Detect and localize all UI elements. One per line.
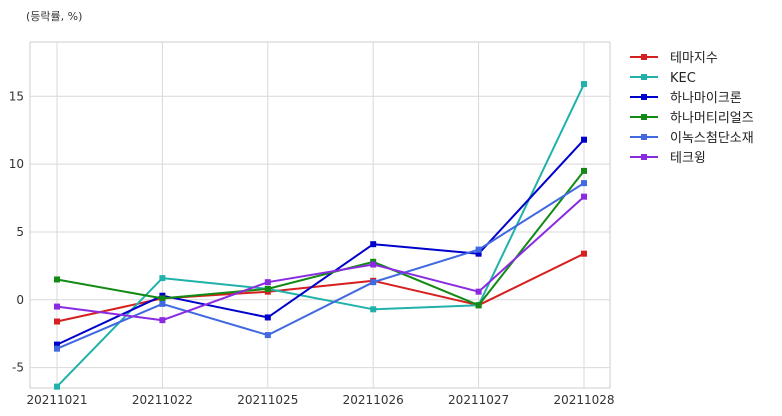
data-point [264, 285, 271, 292]
data-point [54, 318, 60, 325]
y-tick-label: 10 [9, 157, 24, 171]
legend-label: 이녹스첨단소재 [670, 131, 754, 146]
legend-marker [641, 94, 647, 100]
legend-item: 테크윙 [630, 150, 706, 166]
data-point [475, 288, 482, 295]
data-point [54, 383, 60, 390]
data-point [264, 279, 271, 286]
data-point [159, 317, 166, 324]
series-line [56, 170, 585, 307]
data-point [370, 306, 377, 313]
legend-item: 테마지수 [630, 51, 718, 66]
x-tick-label: 20211021 [26, 393, 87, 407]
data-point [159, 275, 166, 282]
legend-marker [641, 154, 647, 160]
data-point [475, 246, 482, 253]
legend-marker [641, 54, 647, 60]
data-point [581, 193, 587, 200]
x-tick-label: 20211025 [237, 393, 298, 407]
data-point [264, 332, 271, 339]
data-point [370, 279, 377, 286]
y-tick-label: 15 [9, 89, 24, 103]
data-point [475, 250, 482, 257]
data-point [54, 303, 60, 310]
data-point [370, 261, 377, 268]
series-line [56, 139, 585, 346]
legend-item: KEC [630, 71, 696, 86]
x-tick-label: 20211027 [448, 393, 509, 407]
data-point [475, 302, 482, 309]
legend-label: 하나마이크론 [670, 91, 742, 106]
legend-item: 하나머티리얼즈 [630, 111, 754, 126]
legend-marker [641, 74, 647, 80]
legend-label: 테크윙 [670, 150, 706, 166]
series-line [56, 252, 585, 323]
x-tick-label: 20211022 [132, 393, 193, 407]
x-tick-label: 20211028 [553, 393, 614, 407]
legend-label: 테마지수 [670, 51, 718, 66]
data-point [54, 276, 60, 283]
x-tick-label: 20211026 [343, 393, 404, 407]
series-line [56, 182, 585, 350]
legend-item: 하나마이크론 [630, 91, 742, 106]
data-point [159, 300, 166, 307]
data-point [370, 241, 377, 248]
data-point [581, 250, 587, 257]
plot-area [29, 41, 611, 389]
data-point [581, 136, 587, 143]
legend-marker [641, 114, 647, 120]
unit-label: (등락률, %) [26, 10, 82, 23]
y-tick-label: 0 [16, 293, 24, 307]
data-point [581, 81, 587, 88]
series-line [56, 195, 585, 322]
legend-marker [641, 134, 647, 140]
data-point [581, 167, 587, 174]
y-tick-label: 5 [16, 225, 24, 239]
data-point [54, 345, 60, 352]
series-group [54, 193, 587, 324]
legend-label: 하나머티리얼즈 [670, 111, 754, 126]
data-point [54, 341, 60, 348]
data-point [581, 180, 587, 187]
y-tick-label: -5 [12, 361, 24, 375]
data-point [159, 295, 166, 302]
data-point [264, 314, 271, 321]
legend-item: 이녹스첨단소재 [630, 131, 754, 146]
legend-label: KEC [670, 71, 696, 86]
series-group [54, 180, 587, 352]
